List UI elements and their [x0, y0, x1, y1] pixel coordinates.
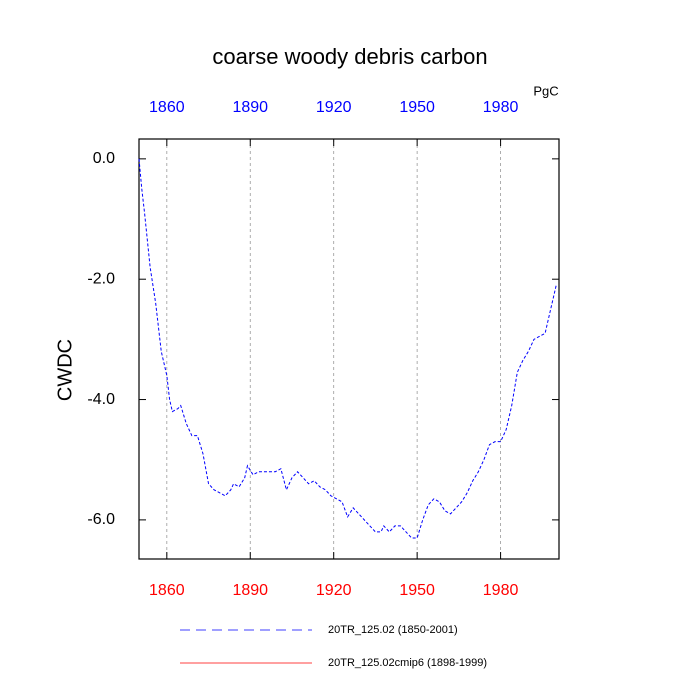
x-tick-label-top: 1980	[483, 99, 519, 116]
x-tick-label: 1980	[483, 582, 519, 599]
series-line	[138, 158, 557, 539]
y-tick-label: 0.0	[93, 150, 115, 167]
x-tick-label-top: 1920	[316, 99, 352, 116]
x-tick-label-top: 1890	[232, 99, 268, 116]
plot-frame	[138, 138, 560, 560]
y-tick-label: -4.0	[87, 391, 115, 408]
x-tick-label: 1860	[149, 582, 185, 599]
legend-label: 20TR_125.02 (1850-2001)	[328, 624, 458, 636]
x-tick-label-top: 1950	[399, 99, 435, 116]
legend-label: 20TR_125.02cmip6 (1898-1999)	[328, 657, 487, 669]
x-tick-label: 1920	[316, 582, 352, 599]
x-tick-label: 1950	[399, 582, 435, 599]
chart-title: coarse woody debris carbon	[212, 44, 487, 69]
y-tick-label: -6.0	[87, 511, 115, 528]
x-tick-label: 1890	[232, 582, 268, 599]
y-tick-label: -2.0	[87, 270, 115, 287]
units-label: PgC	[533, 83, 558, 98]
x-tick-label-top: 1860	[149, 99, 185, 116]
y-axis-label: CWDC	[54, 339, 76, 401]
